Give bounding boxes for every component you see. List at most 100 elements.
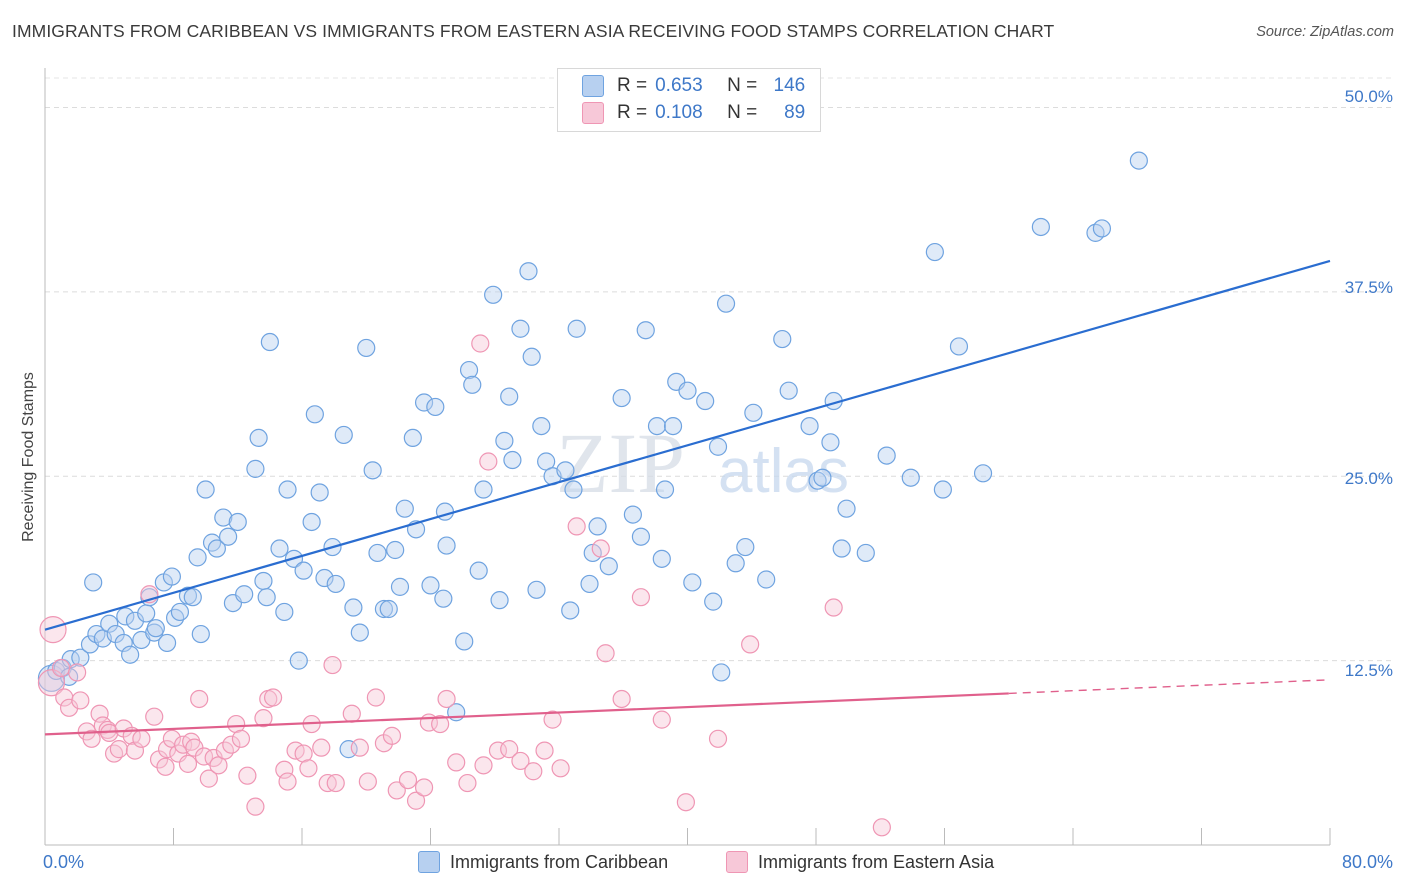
data-point xyxy=(326,574,345,594)
data-point xyxy=(358,772,377,791)
data-point xyxy=(490,591,509,610)
data-point xyxy=(121,645,140,664)
data-point xyxy=(556,461,575,480)
data-point xyxy=(275,760,294,779)
data-point xyxy=(395,499,414,518)
x-tick-label-max: 80.0% xyxy=(1341,852,1393,872)
data-point xyxy=(696,391,715,411)
data-point xyxy=(263,688,283,707)
data-point xyxy=(856,543,875,563)
data-point xyxy=(463,375,482,394)
data-point xyxy=(199,769,218,788)
data-point xyxy=(82,729,101,748)
data-point xyxy=(683,573,702,592)
data-point xyxy=(933,480,952,499)
watermark-atlas: atlas xyxy=(718,437,849,506)
series-eastern-asia-points xyxy=(37,334,891,837)
data-point xyxy=(294,744,313,763)
data-point xyxy=(564,480,583,499)
data-point xyxy=(98,720,117,740)
data-point xyxy=(71,691,90,710)
data-point xyxy=(631,588,651,607)
legend-item-eastern-asia: Immigrants from Eastern Asia xyxy=(726,851,994,873)
data-point xyxy=(925,242,944,262)
data-point xyxy=(196,480,215,499)
legend-row-caribbean: R = 0.653 N = 146 xyxy=(582,74,805,98)
data-point xyxy=(447,753,466,772)
data-point xyxy=(704,592,723,611)
data-point xyxy=(1129,151,1148,170)
data-point xyxy=(231,729,251,748)
data-point xyxy=(116,607,135,626)
data-point xyxy=(474,756,493,775)
data-point xyxy=(145,707,164,726)
data-point xyxy=(813,468,832,487)
data-point xyxy=(596,644,615,663)
data-point xyxy=(631,527,651,546)
axes xyxy=(44,68,1331,846)
data-point xyxy=(315,568,334,588)
data-point xyxy=(532,417,551,436)
data-point xyxy=(426,397,445,417)
data-point xyxy=(636,321,655,340)
data-point xyxy=(228,512,247,532)
data-point xyxy=(246,459,265,478)
data-point xyxy=(323,655,342,675)
y-tick-label: 37.5% xyxy=(1344,278,1393,297)
legend-r-label: R = xyxy=(617,75,648,96)
data-point xyxy=(166,608,185,627)
data-point xyxy=(821,433,840,452)
y-tick-label: 25.0% xyxy=(1344,469,1393,488)
legend-n-label: N = xyxy=(727,75,758,96)
data-point xyxy=(471,334,490,353)
data-point xyxy=(403,428,422,447)
data-point xyxy=(414,393,434,412)
data-point xyxy=(580,574,599,594)
data-point xyxy=(676,793,695,812)
data-point xyxy=(68,663,87,682)
source-label: Source: ZipAtlas.com xyxy=(1256,24,1394,40)
legend-n-value: 89 xyxy=(784,102,806,123)
data-point xyxy=(156,757,175,776)
data-point xyxy=(599,557,618,576)
data-point xyxy=(741,635,760,654)
data-point xyxy=(757,570,776,589)
data-point xyxy=(202,533,222,552)
data-point xyxy=(398,770,418,790)
trend-lines xyxy=(44,259,1331,736)
data-point xyxy=(390,577,410,596)
data-point xyxy=(51,658,71,678)
data-point xyxy=(561,601,580,620)
data-point xyxy=(431,714,450,734)
data-point xyxy=(368,543,387,563)
trend-line-extension xyxy=(1008,679,1331,695)
data-point xyxy=(363,461,382,480)
legend-label-eastern-asia: Immigrants from Eastern Asia xyxy=(758,851,995,872)
data-point xyxy=(511,319,530,338)
data-point xyxy=(350,623,369,642)
data-point xyxy=(524,762,543,781)
y-tick-label: 12.5% xyxy=(1344,661,1393,680)
data-point xyxy=(712,663,731,682)
data-point xyxy=(652,549,671,568)
trend-line xyxy=(44,259,1331,631)
data-point xyxy=(170,602,190,622)
data-point xyxy=(178,754,198,773)
data-point xyxy=(652,710,671,729)
data-point xyxy=(591,539,610,558)
data-point xyxy=(132,729,151,748)
data-point xyxy=(623,505,642,524)
legend-swatch-caribbean xyxy=(418,851,440,873)
data-point xyxy=(543,710,562,729)
data-point xyxy=(708,729,728,748)
data-point xyxy=(647,417,667,436)
data-point xyxy=(551,759,570,778)
data-point xyxy=(219,527,238,546)
data-point xyxy=(716,294,736,313)
data-point xyxy=(588,517,607,536)
data-point xyxy=(824,598,843,617)
legend-label-caribbean: Immigrants from Caribbean xyxy=(450,851,669,872)
trend-line xyxy=(44,692,1009,736)
data-point xyxy=(270,539,289,558)
